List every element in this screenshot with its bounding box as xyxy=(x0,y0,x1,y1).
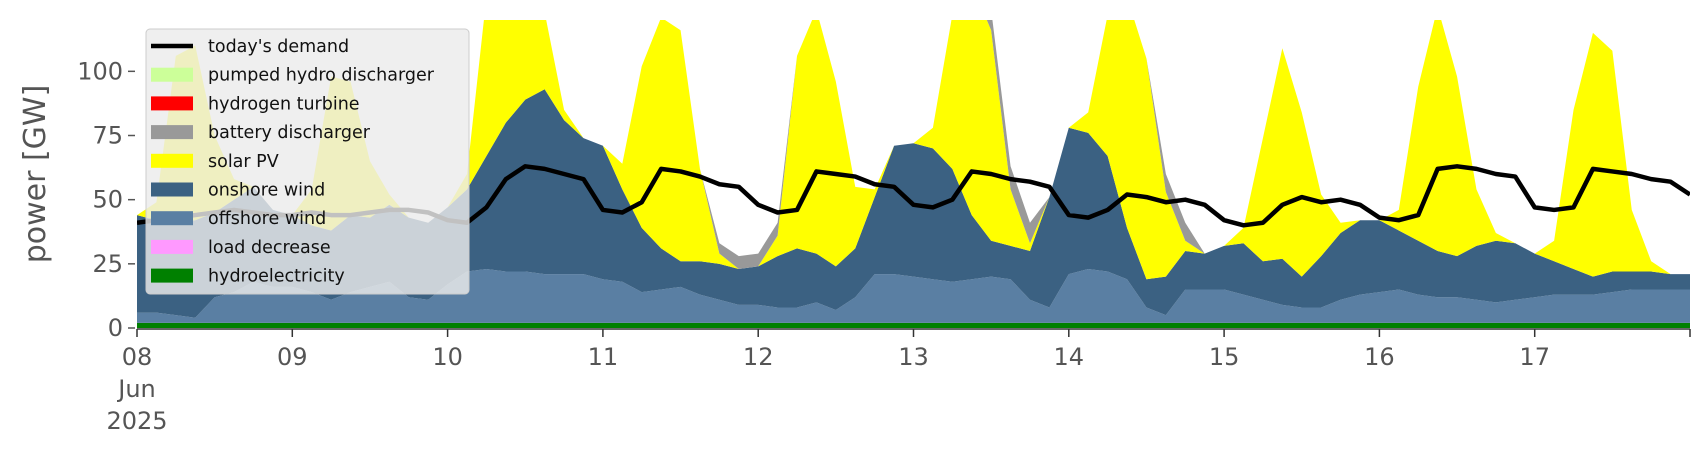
x-tick-label-line: Jun xyxy=(116,375,156,403)
legend-swatch-hydroelectricity xyxy=(151,268,193,283)
y-tick-label: 25 xyxy=(92,250,123,278)
x-tick-label: 09 xyxy=(277,343,308,371)
x-tick-label-line: 17 xyxy=(1519,343,1550,371)
legend-label-pumped-hydro-discharger: pumped hydro discharger xyxy=(208,66,435,86)
x-tick-label-line: 12 xyxy=(743,343,774,371)
x-tick-label: 14 xyxy=(1054,343,1085,371)
area-hydroelectricity xyxy=(137,322,1690,328)
x-tick-label-line: 08 xyxy=(122,343,153,371)
y-axis-label: power [GW] xyxy=(18,85,53,264)
legend-swatch-battery-discharger xyxy=(151,125,193,140)
legend-label-solar-pv: solar PV xyxy=(208,152,279,172)
x-tick-label-line: 16 xyxy=(1364,343,1395,371)
x-tick-label-line: 11 xyxy=(588,343,619,371)
x-tick-label-line: 2025 xyxy=(106,407,167,435)
axes: 0 25 50 75 100 power [GW] 08 Jun 2025 09 10 11 12 13 1… xyxy=(18,57,1691,435)
legend-swatch-pumped-hydro-discharger xyxy=(151,67,193,82)
x-tick-label: 15 xyxy=(1209,343,1240,371)
legend-swatch-hydrogen-turbine xyxy=(151,96,193,111)
area-offshore-wind xyxy=(137,268,1690,323)
x-tick-label: 12 xyxy=(743,343,774,371)
legend-swatch-offshore-wind xyxy=(151,211,193,226)
area-solar-pv xyxy=(137,20,1690,280)
legend-label-onshore-wind: onshore wind xyxy=(208,181,325,201)
legend-label-hydrogen-turbine: hydrogen turbine xyxy=(208,94,360,114)
x-tick-label-line: 10 xyxy=(432,343,463,371)
x-tick-label: 10 xyxy=(432,343,463,371)
y-tick-label: 75 xyxy=(92,122,123,150)
x-tick-label: 08 Jun 2025 xyxy=(106,343,167,435)
legend-box xyxy=(145,28,470,295)
x-tick-label-line: 14 xyxy=(1054,343,1085,371)
legend: today's demand pumped hydro discharger hyd… xyxy=(145,28,470,295)
legend-label-today-s-demand: today's demand xyxy=(208,37,349,57)
legend-label-load-decrease: load decrease xyxy=(208,238,331,258)
legend-swatch-load-decrease xyxy=(151,239,193,254)
x-tick-label-line: 13 xyxy=(898,343,929,371)
legend-label-battery-discharger: battery discharger xyxy=(208,123,371,143)
legend-swatch-onshore-wind xyxy=(151,182,193,197)
legend-swatch-solar-pv xyxy=(151,153,193,168)
x-tick-label: 13 xyxy=(898,343,929,371)
legend-label-offshore-wind: offshore wind xyxy=(208,209,326,229)
y-tick-label: 0 xyxy=(108,314,123,342)
y-tick-label: 100 xyxy=(77,57,123,85)
x-tick-label-line: 15 xyxy=(1209,343,1240,371)
x-tick-label: 11 xyxy=(588,343,619,371)
x-tick-label: 17 xyxy=(1519,343,1550,371)
y-tick-label: 50 xyxy=(92,186,123,214)
x-tick-label-line: 09 xyxy=(277,343,308,371)
x-tick-label: 16 xyxy=(1364,343,1395,371)
legend-label-hydroelectricity: hydroelectricity xyxy=(208,267,345,287)
